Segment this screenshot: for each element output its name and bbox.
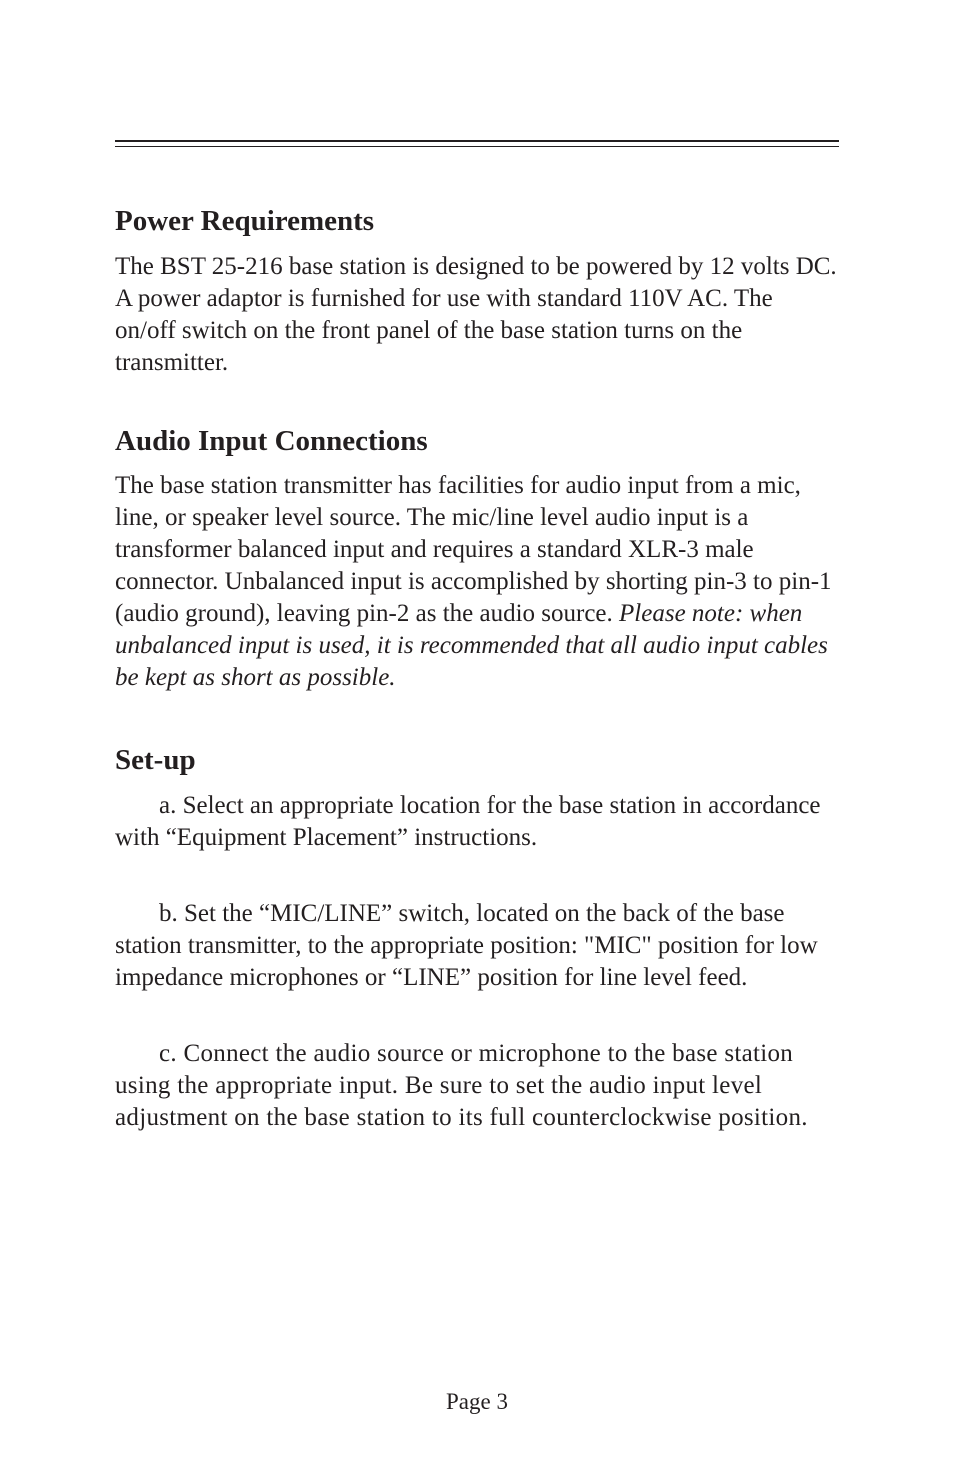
setup-item-a: a. Select an appropriate location for th…	[115, 790, 839, 854]
heading-setup: Set-up	[115, 742, 839, 780]
heading-power-requirements: Power Requirements	[115, 203, 839, 241]
page-container: Power Requirements The BST 25-216 base s…	[0, 0, 954, 1475]
page-number: Page 3	[0, 1389, 954, 1415]
body-audio-input: The base station transmitter has facilit…	[115, 470, 839, 694]
setup-item-c: c. Connect the audio source or microphon…	[115, 1038, 839, 1134]
header-double-rule	[115, 140, 839, 147]
setup-item-b: b. Set the “MIC/LINE” switch, located on…	[115, 898, 839, 994]
body-power-requirements: The BST 25-216 base station is designed …	[115, 251, 839, 379]
heading-audio-input: Audio Input Connections	[115, 423, 839, 461]
